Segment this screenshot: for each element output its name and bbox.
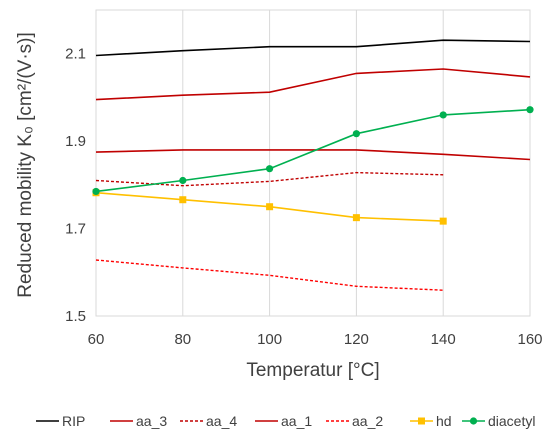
point-diacetyl-160 [526, 106, 534, 114]
point-hd-140 [439, 217, 447, 225]
legend-item-hd: hd [410, 413, 452, 429]
legend-item-aa_1: aa_1 [255, 413, 312, 429]
point-diacetyl-120 [352, 130, 360, 138]
x-tick-label-80: 80 [174, 331, 191, 348]
legend-marker-hd [418, 417, 425, 425]
legend-item-diacetyl: diacetyl [462, 413, 535, 429]
legend-label-aa_2: aa_2 [352, 413, 383, 429]
point-diacetyl-60 [92, 187, 100, 196]
series-diacetyl [92, 106, 534, 196]
series-line-aa_3 [95, 68, 531, 101]
legend-item-aa_3: aa_3 [110, 413, 167, 429]
legend-label-RIP: RIP [62, 413, 85, 429]
point-hd-100 [266, 203, 274, 211]
legend-item-aa_2: aa_2 [326, 413, 383, 429]
series-line-aa_1 [95, 149, 531, 161]
legend-item-RIP: RIP [36, 413, 85, 429]
legend-label-aa_3: aa_3 [136, 413, 167, 429]
y-tick-label-1-5: 1.5 [65, 308, 86, 325]
x-tick-label-120: 120 [344, 331, 369, 348]
y-tick-label-1-9: 1.9 [65, 133, 86, 150]
x-tick-label-100: 100 [257, 331, 282, 348]
series-aa_1 [95, 149, 531, 161]
series-RIP [95, 39, 531, 57]
legend-item-aa_4: aa_4 [180, 413, 237, 429]
series-line-aa_2 [95, 259, 444, 291]
point-hd-120 [352, 214, 360, 222]
series-line-diacetyl [95, 108, 531, 193]
x-tick-label-60: 60 [88, 331, 105, 348]
y-tick-label-2-1: 2.1 [65, 46, 86, 63]
plot-area-border [95, 9, 531, 317]
y-axis-title: Reduced mobility K₀ [cm²/(V·s)] [15, 32, 36, 298]
tick-labels: 60 80 100 120 140 160 1.5 1.7 1.9 2.1 [65, 46, 542, 348]
legend-marker-diacetyl [469, 417, 478, 425]
legend-label-aa_1: aa_1 [281, 413, 312, 429]
x-tick-label-160: 160 [517, 331, 542, 348]
series-aa_2 [95, 259, 444, 291]
point-diacetyl-80 [179, 176, 187, 185]
legend-label-aa_4: aa_4 [206, 413, 237, 429]
gridlines [95, 10, 531, 316]
point-diacetyl-140 [439, 111, 447, 119]
point-hd-80 [179, 196, 187, 204]
series-aa_3 [95, 68, 531, 101]
x-axis-title: Temperatur [°C] [246, 360, 379, 381]
plot-area [95, 9, 531, 317]
legend-label-hd: hd [436, 413, 452, 429]
series-line-RIP [95, 39, 531, 57]
series-layer [92, 39, 534, 291]
y-tick-label-1-7: 1.7 [65, 221, 86, 238]
x-tick-label-140: 140 [431, 331, 456, 348]
legend: RIP aa_3 aa_4 aa_1 aa_2 hd diacetyl [36, 413, 535, 429]
point-diacetyl-100 [266, 165, 274, 173]
legend-label-diacetyl: diacetyl [488, 413, 535, 429]
